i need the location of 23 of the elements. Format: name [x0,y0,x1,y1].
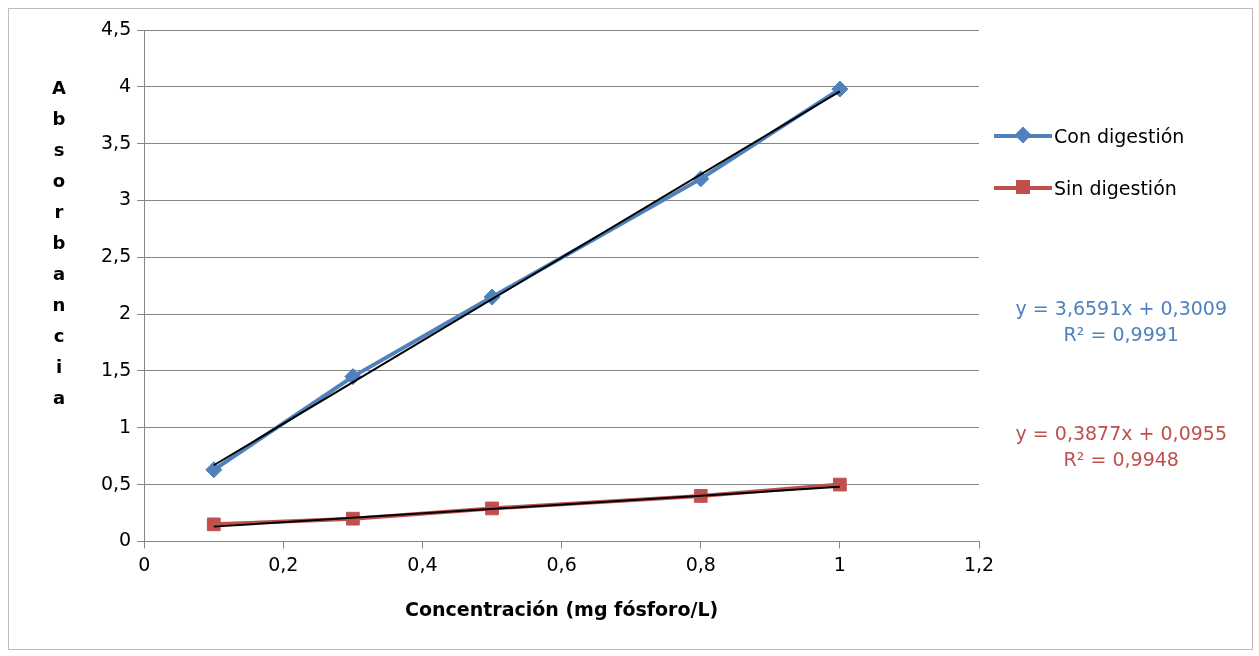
y-tick-label: 0,5 [101,471,132,494]
y-tick-label: 0 [119,528,132,551]
y-tick-label: 3,5 [101,130,132,153]
y-tick-label: 2,5 [101,244,132,267]
y-tick-label: 4,5 [101,16,132,39]
y-tick-label: 1,5 [101,357,132,380]
x-tick-label: 1 [833,552,846,575]
text: y = 3,6591x + 0,3009 R² = 0,9991 [1015,296,1227,347]
y-tick-label: 3 [119,187,132,210]
text: Absorbancia [52,77,66,408]
x-axis-title: Concentración (mg fósforo/L) [404,597,719,620]
x-tick-label: 0,8 [685,552,716,575]
text: y = 0,3877x + 0,0955 R² = 0,9948 [1015,421,1227,472]
y-tick-label: 2 [119,301,132,324]
x-tick-label: 1,2 [963,552,995,575]
legend-label: Sin digestión [1054,177,1177,199]
y-tick-label: 1 [119,414,132,437]
y-tick-label: 4 [119,73,132,96]
legend-label: Con digestión [1054,125,1185,147]
x-tick-label: 0,2 [268,552,299,575]
x-tick-label: 0 [138,552,151,575]
x-tick-label: 0,4 [407,552,438,575]
x-tick-label: 0,6 [546,552,577,575]
